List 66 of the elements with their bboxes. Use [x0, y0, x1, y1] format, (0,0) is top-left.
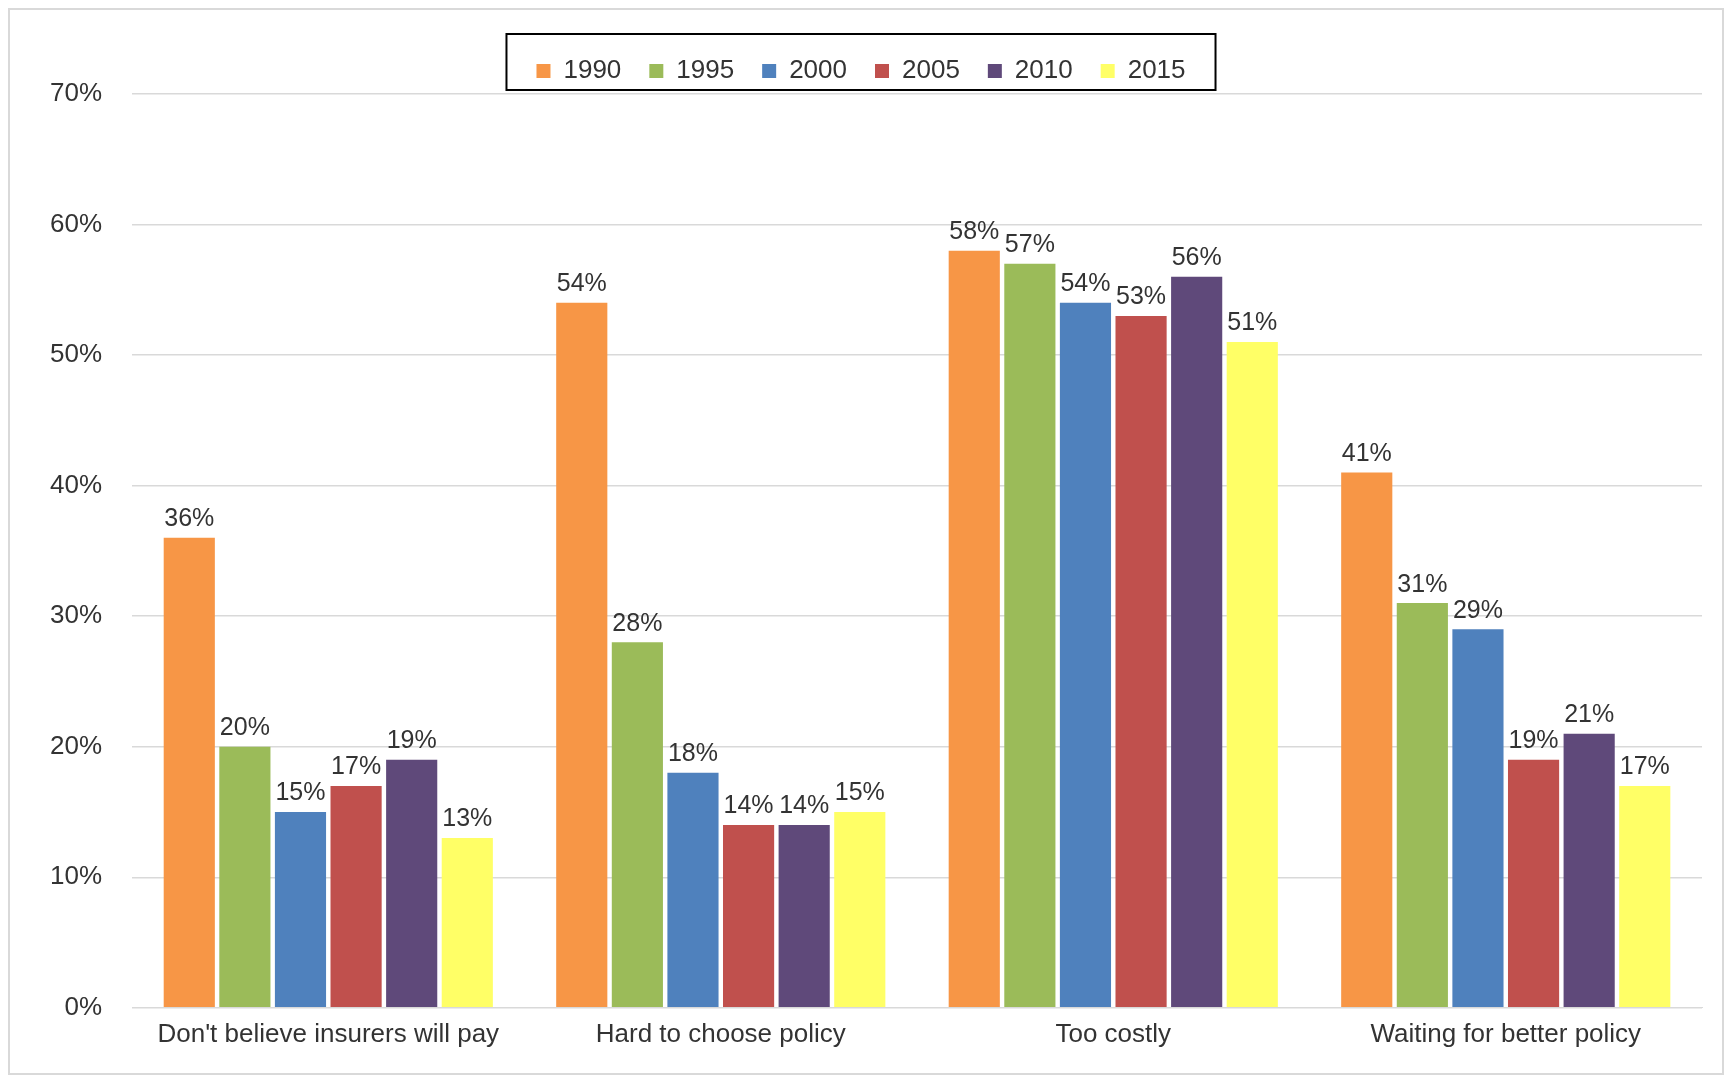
bar [386, 759, 438, 1008]
data-label: 54% [556, 268, 607, 297]
y-tick-label: 10% [49, 860, 103, 891]
data-label: 14% [779, 790, 830, 819]
bar [1004, 263, 1056, 1008]
data-label: 31% [1397, 568, 1448, 597]
bar [948, 250, 1000, 1008]
data-label: 58% [949, 216, 1000, 245]
data-label: 20% [219, 712, 270, 741]
data-label: 29% [1452, 594, 1503, 623]
bar [1563, 733, 1615, 1008]
y-tick-label: 40% [49, 468, 103, 499]
bar [778, 825, 830, 1008]
data-label: 53% [1116, 281, 1167, 310]
x-tick-label: Too costly [1055, 1017, 1172, 1048]
legend-label: 2010 [1014, 54, 1073, 85]
bar [667, 772, 719, 1008]
data-label: 19% [1508, 725, 1559, 754]
bar [1396, 603, 1448, 1008]
bar [163, 537, 215, 1008]
data-label: 19% [386, 725, 437, 754]
legend-label: 1995 [676, 54, 735, 85]
y-tick-label: 20% [49, 729, 103, 760]
legend-label: 2005 [902, 54, 960, 85]
bar [1226, 342, 1278, 1008]
data-label: 15% [275, 777, 326, 806]
y-tick-label: 60% [49, 207, 103, 238]
data-label: 41% [1341, 437, 1392, 466]
bar [1619, 785, 1671, 1008]
bar [1452, 629, 1504, 1008]
data-label: 28% [612, 607, 663, 636]
bar [834, 811, 886, 1008]
data-label: 56% [1171, 242, 1222, 271]
bar [723, 825, 775, 1008]
bar [1507, 759, 1560, 1008]
data-label: 17% [1619, 751, 1670, 780]
bar [330, 785, 382, 1008]
data-label: 51% [1227, 307, 1278, 336]
y-tick-label: 0% [64, 990, 103, 1021]
bar [1341, 472, 1393, 1008]
bar [441, 838, 493, 1008]
x-tick-label: Don't believe insurers will pay [157, 1017, 500, 1048]
bar [1115, 315, 1167, 1008]
x-tick-label: Hard to choose policy [595, 1017, 846, 1048]
bar [1059, 302, 1112, 1008]
x-tick-label: Waiting for better policy [1370, 1017, 1642, 1048]
data-label: 18% [667, 738, 718, 767]
bar [274, 811, 327, 1008]
bar [611, 642, 663, 1008]
legend-label: 2000 [789, 54, 847, 85]
data-label: 13% [442, 803, 493, 832]
data-label: 54% [1060, 268, 1111, 297]
y-tick-label: 70% [49, 77, 103, 108]
data-label: 15% [834, 777, 885, 806]
bar [556, 302, 608, 1008]
data-label: 36% [164, 503, 215, 532]
data-label: 17% [331, 751, 382, 780]
legend-label: 1990 [563, 54, 622, 85]
y-tick-label: 30% [49, 599, 103, 630]
data-label: 14% [723, 790, 774, 819]
bar [1171, 276, 1223, 1008]
y-tick-label: 50% [49, 338, 103, 369]
legend-label: 2015 [1127, 54, 1186, 85]
data-label: 57% [1004, 229, 1055, 258]
data-label: 21% [1564, 699, 1615, 728]
bar [219, 746, 271, 1008]
